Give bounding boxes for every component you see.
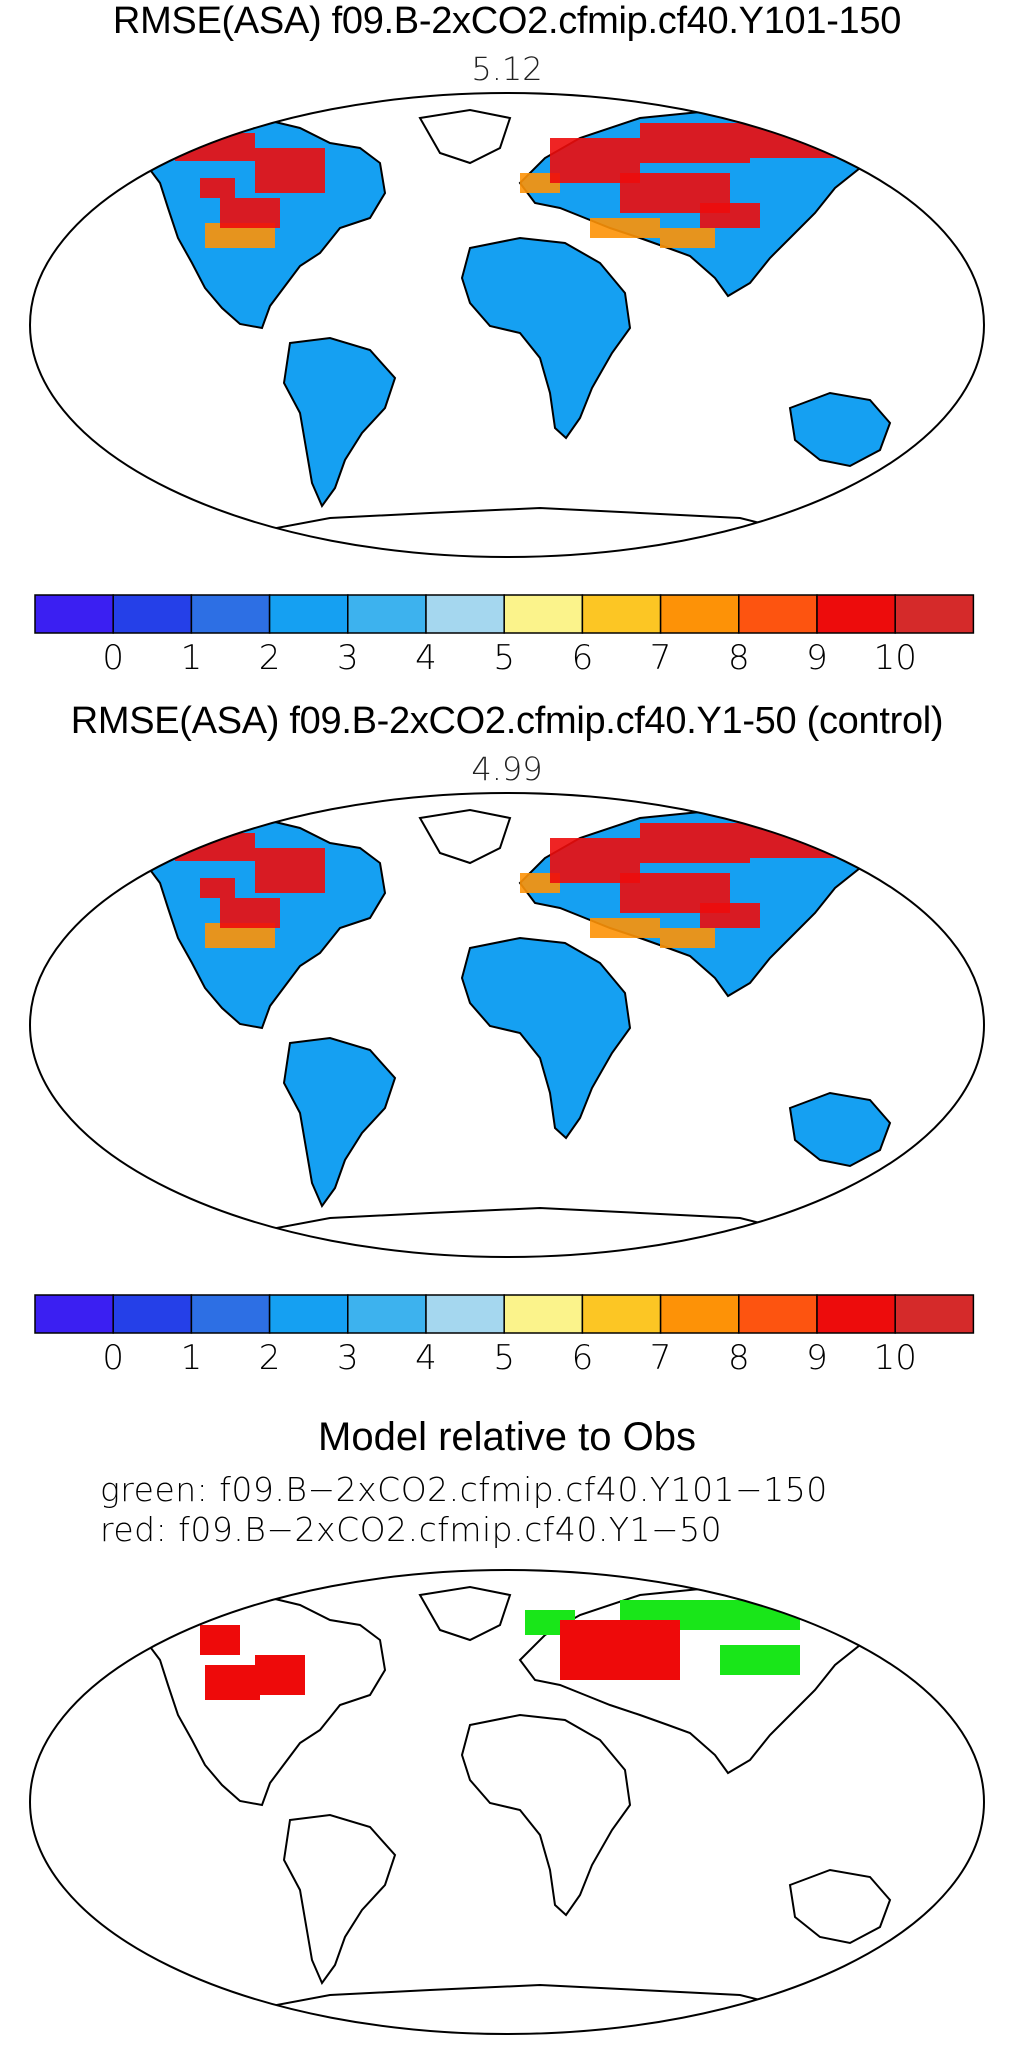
colorbar-tick-label: 4 [415, 1338, 437, 1378]
landmass-greenland [418, 808, 512, 865]
colorbar-tick-label: 7 [650, 1338, 672, 1378]
colorbar-tick-label: 1 [181, 638, 203, 678]
landmass-australia [788, 391, 892, 468]
comparison-title: Model relative to Obs [318, 1415, 696, 1459]
map-border [29, 1569, 985, 2035]
colorbar-tick-label: 2 [259, 1338, 281, 1378]
warm-error-patch [660, 928, 715, 948]
better-region-patch [720, 1645, 800, 1675]
high-error-patch [200, 878, 235, 898]
colorbar-segment [347, 594, 427, 634]
comparison-map [29, 1569, 985, 2035]
worse-region-patch [560, 1620, 680, 1680]
high-error-patch [220, 198, 280, 228]
colorbar-tick-label: 0 [102, 638, 124, 678]
colorbar-segment [816, 594, 896, 634]
landmass-australia [788, 1868, 892, 1945]
panel1-colorbar: 0 1 2 3 4 5 6 7 8 9 10 [34, 594, 975, 678]
warm-error-patch [590, 918, 660, 938]
landmass-southAmerica [282, 1036, 397, 1209]
colorbar-segment [659, 1294, 740, 1334]
high-error-patch [255, 148, 325, 193]
legend-red-entry: red: f09.B−2xCO2.cfmip.cf40.Y1−50 [100, 1510, 723, 1549]
colorbar-segment [268, 594, 349, 634]
high-error-patch [255, 848, 325, 893]
high-error-patch [220, 898, 280, 928]
colorbar-segment [268, 1294, 349, 1334]
colorbar-tick-label: 5 [493, 638, 515, 678]
colorbar-segment [738, 1294, 818, 1334]
colorbar-segment [581, 594, 662, 634]
colorbar-tick-label: 7 [650, 638, 672, 678]
colorbar-tick-label: 8 [728, 1338, 750, 1378]
landmass-northAmerica [143, 1591, 387, 1807]
colorbar-tick-label: 6 [572, 638, 594, 678]
colorbar-tick-label: 3 [337, 638, 359, 678]
worse-region-patch [255, 1655, 305, 1695]
landmass-southAmerica [282, 336, 397, 509]
panel2-title: RMSE(ASA) f09.B-2xCO2.cfmip.cf40.Y1-50 (… [70, 700, 944, 742]
colorbar-segment [425, 1294, 505, 1334]
high-error-patch [700, 903, 760, 928]
better-region-patch [160, 1610, 200, 1622]
panel2-rmse-value: 4.99 [471, 750, 543, 788]
colorbar-segment [425, 594, 505, 634]
landmass-australia [788, 1091, 892, 1168]
colorbar-segment [894, 594, 975, 634]
colorbar-tick-label: 10 [874, 638, 917, 678]
colorbar-tick-label: 1 [181, 1338, 203, 1378]
panel1-title: RMSE(ASA) f09.B-2xCO2.cfmip.cf40.Y101-15… [112, 0, 902, 42]
landmass-africa [460, 1713, 632, 1917]
colorbar-segment [34, 1294, 114, 1334]
colorbar-segment [738, 594, 818, 634]
colorbar-segment [894, 1294, 975, 1334]
warm-error-patch [590, 218, 660, 238]
colorbar-segment [347, 1294, 427, 1334]
colorbar-tick-label: 10 [874, 1338, 917, 1378]
landmass-africa [460, 936, 632, 1140]
warm-error-patch [660, 228, 715, 248]
panel2-colorbar: 0 1 2 3 4 5 6 7 8 9 10 [34, 1294, 975, 1378]
colorbar-tick-label: 3 [337, 1338, 359, 1378]
map-border [29, 92, 985, 558]
landmass-africa [460, 236, 632, 440]
colorbar-tick-label: 9 [806, 638, 828, 678]
panel1-rmse-value: 5.12 [471, 50, 543, 88]
colorbar-tick-label: 0 [102, 1338, 124, 1378]
colorbar-segment [190, 1294, 271, 1334]
high-error-patch [700, 203, 760, 228]
high-error-patch [640, 823, 750, 863]
colorbar-tick-label: 4 [415, 638, 437, 678]
worse-region-patch [200, 1625, 240, 1655]
colorbar-segment [503, 1294, 584, 1334]
colorbar-tick-label: 2 [259, 638, 281, 678]
colorbar-segment [112, 1294, 193, 1334]
high-error-patch [640, 123, 750, 163]
colorbar-segment [190, 594, 271, 634]
panel2-map [29, 792, 985, 1258]
colorbar-tick-label: 5 [493, 1338, 515, 1378]
panel1-map [29, 92, 985, 558]
colorbar-segment [34, 594, 114, 634]
colorbar-tick-label: 9 [806, 1338, 828, 1378]
worse-region-patch [205, 1665, 260, 1700]
landmass-greenland [418, 108, 512, 165]
colorbar-segment [503, 594, 584, 634]
colorbar-segment [112, 594, 193, 634]
high-error-patch [175, 133, 255, 161]
colorbar-tick-label: 8 [728, 638, 750, 678]
high-error-patch [750, 118, 850, 158]
colorbar-tick-label: 6 [572, 1338, 594, 1378]
high-error-patch [200, 178, 235, 198]
colorbar-segment [581, 1294, 662, 1334]
landmass-greenland [418, 1585, 512, 1642]
colorbar-segment [659, 594, 740, 634]
colorbar-segment [816, 1294, 896, 1334]
high-error-patch [175, 833, 255, 861]
high-error-patch [750, 818, 850, 858]
map-border [29, 792, 985, 1258]
landmass-southAmerica [282, 1813, 397, 1986]
legend-green-entry: green: f09.B−2xCO2.cfmip.cf40.Y101−150 [100, 1470, 828, 1509]
